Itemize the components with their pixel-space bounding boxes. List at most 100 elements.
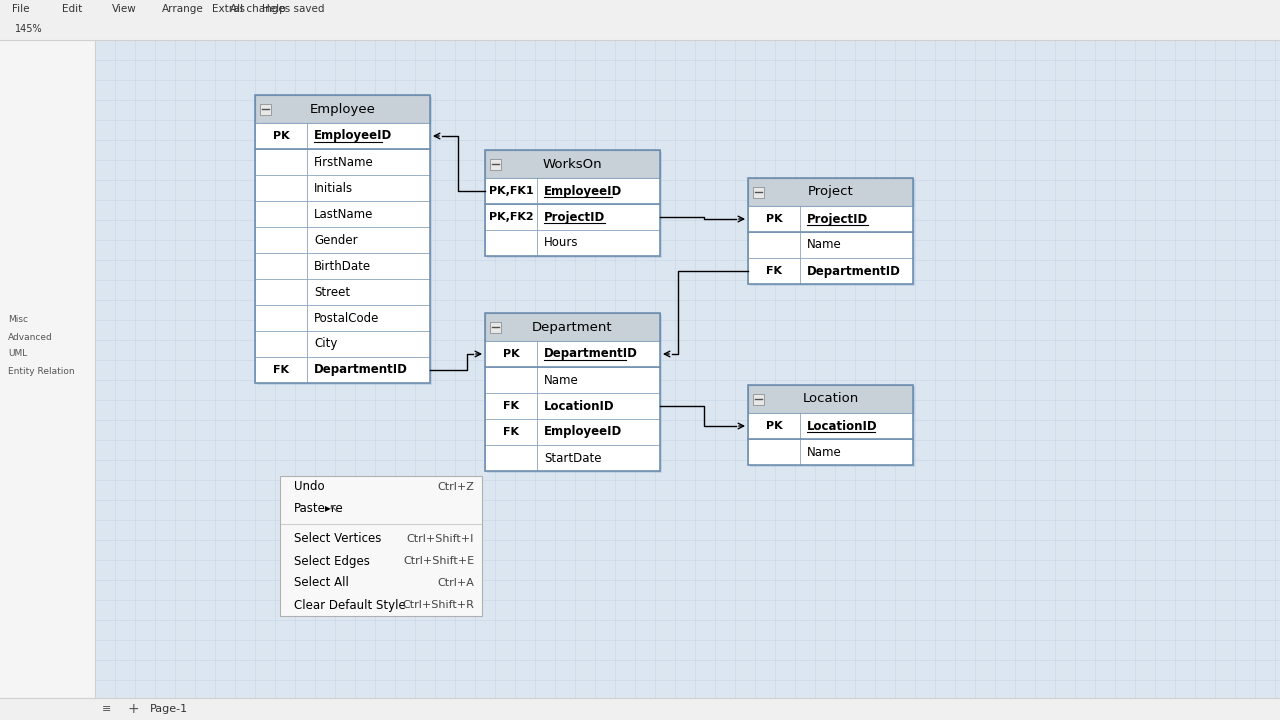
Bar	[0, 698, 1280, 720]
Bar	[255, 331, 307, 357]
Bar	[255, 201, 307, 227]
Text: Hours: Hours	[544, 236, 579, 250]
Bar	[800, 232, 913, 258]
Text: Misc: Misc	[8, 315, 28, 325]
Text: Arrange: Arrange	[163, 4, 204, 14]
Bar	[538, 341, 660, 367]
Text: Select Edges: Select Edges	[294, 554, 370, 567]
Bar	[538, 178, 660, 204]
Text: LocationID: LocationID	[544, 400, 614, 413]
Bar	[486, 152, 662, 258]
Bar	[255, 253, 307, 279]
Bar	[750, 180, 915, 286]
Text: FK: FK	[503, 401, 518, 411]
Bar	[485, 204, 538, 230]
Bar	[753, 394, 764, 405]
Bar	[748, 413, 800, 439]
Bar	[485, 150, 660, 256]
Text: Name: Name	[806, 446, 842, 459]
Text: ProjectID: ProjectID	[806, 212, 868, 225]
Bar	[490, 322, 500, 333]
Text: Select All: Select All	[294, 577, 349, 590]
Text: LocationID: LocationID	[806, 420, 878, 433]
Bar	[307, 175, 430, 201]
Bar	[307, 201, 430, 227]
Text: FirstName: FirstName	[314, 156, 374, 168]
Text: Ctrl+Shift+I: Ctrl+Shift+I	[407, 534, 474, 544]
Text: Employee: Employee	[310, 102, 375, 115]
Text: WorksOn: WorksOn	[543, 158, 603, 171]
Text: PK: PK	[765, 214, 782, 224]
Text: Page-1: Page-1	[150, 704, 188, 714]
Bar	[800, 439, 913, 465]
Text: Edit: Edit	[61, 4, 82, 14]
Text: Street: Street	[314, 286, 351, 299]
Bar	[257, 97, 433, 385]
Bar	[255, 95, 430, 383]
Text: PostalCode: PostalCode	[314, 312, 379, 325]
Bar	[485, 341, 538, 367]
Text: All changes saved: All changes saved	[230, 4, 325, 14]
Bar	[485, 230, 538, 256]
Bar	[748, 178, 913, 284]
Text: ProjectID: ProjectID	[544, 210, 605, 223]
Bar	[748, 232, 800, 258]
Text: Name: Name	[544, 374, 579, 387]
Bar	[255, 175, 307, 201]
Bar	[748, 178, 913, 206]
Bar	[748, 258, 800, 284]
Text: Project: Project	[808, 186, 854, 199]
Bar	[485, 178, 538, 204]
Text: Paste▸re: Paste▸re	[294, 503, 344, 516]
Text: Initials: Initials	[314, 181, 353, 194]
Text: +: +	[127, 702, 138, 716]
Text: Name: Name	[806, 238, 842, 251]
Bar	[485, 313, 660, 341]
Bar	[800, 413, 913, 439]
Bar	[485, 367, 538, 393]
Bar	[538, 204, 660, 230]
Text: PK: PK	[503, 349, 520, 359]
Bar	[538, 367, 660, 393]
Bar	[260, 104, 271, 114]
Text: ≡: ≡	[102, 704, 111, 714]
Text: Entity Relation: Entity Relation	[8, 366, 74, 376]
Bar	[753, 186, 764, 197]
Bar	[255, 95, 430, 123]
Text: StartDate: StartDate	[544, 451, 602, 464]
Text: File: File	[12, 4, 29, 14]
Bar	[748, 439, 800, 465]
Text: Ctrl+A: Ctrl+A	[438, 578, 474, 588]
Text: EmployeeID: EmployeeID	[544, 426, 622, 438]
Text: Ctrl+Shift+E: Ctrl+Shift+E	[403, 556, 474, 566]
Text: PK,FK1: PK,FK1	[489, 186, 534, 196]
Bar	[485, 150, 660, 178]
Bar	[307, 123, 430, 149]
Bar	[485, 419, 538, 445]
Text: Department: Department	[532, 320, 613, 333]
Bar	[280, 476, 483, 616]
Text: LastName: LastName	[314, 207, 374, 220]
Bar	[538, 230, 660, 256]
Bar	[255, 305, 307, 331]
Text: Advanced: Advanced	[8, 333, 52, 341]
Text: PK: PK	[273, 131, 289, 141]
Bar	[748, 385, 913, 465]
Text: EmployeeID: EmployeeID	[314, 130, 392, 143]
Bar	[485, 445, 538, 471]
Text: City: City	[314, 338, 338, 351]
Bar	[748, 206, 800, 232]
Text: EmployeeID: EmployeeID	[544, 184, 622, 197]
Bar	[490, 158, 500, 169]
Bar	[800, 258, 913, 284]
Bar	[485, 393, 538, 419]
Bar	[255, 279, 307, 305]
Bar	[255, 149, 307, 175]
Text: Location: Location	[803, 392, 859, 405]
Text: UML: UML	[8, 349, 27, 359]
Bar	[307, 149, 430, 175]
Bar	[307, 357, 430, 383]
Text: Undo: Undo	[294, 480, 325, 493]
Text: Help: Help	[262, 4, 285, 14]
Bar	[255, 357, 307, 383]
